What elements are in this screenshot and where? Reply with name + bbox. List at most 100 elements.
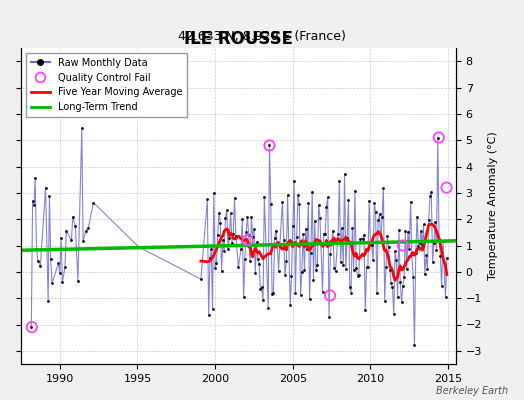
Point <box>345 284 354 290</box>
Point <box>217 268 226 274</box>
Point <box>386 266 394 273</box>
Point <box>397 298 406 305</box>
Point <box>286 302 294 308</box>
Point <box>307 249 315 256</box>
Point <box>394 294 402 300</box>
Point <box>28 198 37 204</box>
Point <box>196 276 205 282</box>
Point <box>237 246 245 252</box>
Point <box>287 273 296 280</box>
Point <box>231 194 239 201</box>
Point <box>253 239 261 246</box>
Point <box>220 248 228 254</box>
Point <box>320 231 328 237</box>
Point <box>334 231 342 238</box>
Point <box>207 246 215 252</box>
Point <box>335 178 344 184</box>
Point <box>79 238 88 244</box>
Point <box>229 230 237 237</box>
Point <box>370 200 378 207</box>
Point <box>383 232 391 239</box>
Point <box>396 278 405 285</box>
Point <box>304 200 312 206</box>
Point <box>308 189 316 195</box>
Point <box>347 289 355 296</box>
Point <box>292 234 301 240</box>
Point <box>260 194 268 200</box>
Point <box>255 261 264 267</box>
Point <box>305 296 314 303</box>
Point <box>399 283 407 290</box>
Point <box>404 229 412 235</box>
Point <box>410 341 419 348</box>
Point <box>278 198 287 205</box>
Point <box>382 263 390 270</box>
Point <box>241 256 249 262</box>
Point <box>314 202 323 208</box>
Point <box>342 266 350 272</box>
Point <box>375 211 384 217</box>
Point <box>339 261 347 268</box>
Point <box>329 228 337 234</box>
Point <box>355 271 363 278</box>
Point <box>232 233 240 239</box>
Point <box>239 294 248 300</box>
Point <box>204 312 213 318</box>
Point <box>34 257 42 264</box>
Point <box>360 232 368 238</box>
Point <box>28 324 36 330</box>
Point <box>385 244 393 250</box>
Point <box>238 216 246 222</box>
Point <box>426 193 434 200</box>
Point <box>212 260 221 266</box>
Point <box>45 193 53 199</box>
Point <box>250 226 258 233</box>
Point <box>313 261 322 268</box>
Point <box>265 142 274 149</box>
Point <box>436 252 444 259</box>
Point <box>58 279 67 286</box>
Point <box>316 215 324 221</box>
Point <box>290 178 298 184</box>
Point <box>225 234 234 241</box>
Point <box>246 258 254 264</box>
Point <box>399 242 407 249</box>
Point <box>431 219 439 226</box>
Point <box>353 272 362 279</box>
Point <box>44 298 52 304</box>
Point <box>325 314 333 320</box>
Point <box>391 248 399 254</box>
Point <box>301 226 310 232</box>
Point <box>443 255 451 261</box>
Point <box>54 260 63 267</box>
Point <box>424 217 433 223</box>
Point <box>414 243 422 249</box>
Point <box>283 192 292 198</box>
Point <box>211 265 220 271</box>
Point <box>417 228 425 234</box>
Point <box>219 237 227 244</box>
Point <box>389 311 398 317</box>
Point <box>257 284 266 290</box>
Point <box>341 171 349 177</box>
Point <box>32 246 41 252</box>
Point <box>272 228 280 234</box>
Point <box>265 142 274 149</box>
Point <box>135 244 143 250</box>
Point <box>442 184 451 191</box>
Point <box>234 264 243 270</box>
Point <box>312 267 320 273</box>
Point <box>297 292 305 298</box>
Point <box>433 134 442 141</box>
Point <box>215 210 223 216</box>
Point <box>203 196 212 202</box>
Point <box>247 214 256 220</box>
Point <box>209 306 217 312</box>
Point <box>281 272 289 278</box>
Point <box>299 231 308 237</box>
Point <box>348 225 356 232</box>
Point <box>388 284 397 290</box>
Point <box>352 265 361 271</box>
Point <box>344 197 353 203</box>
Point <box>268 290 276 297</box>
